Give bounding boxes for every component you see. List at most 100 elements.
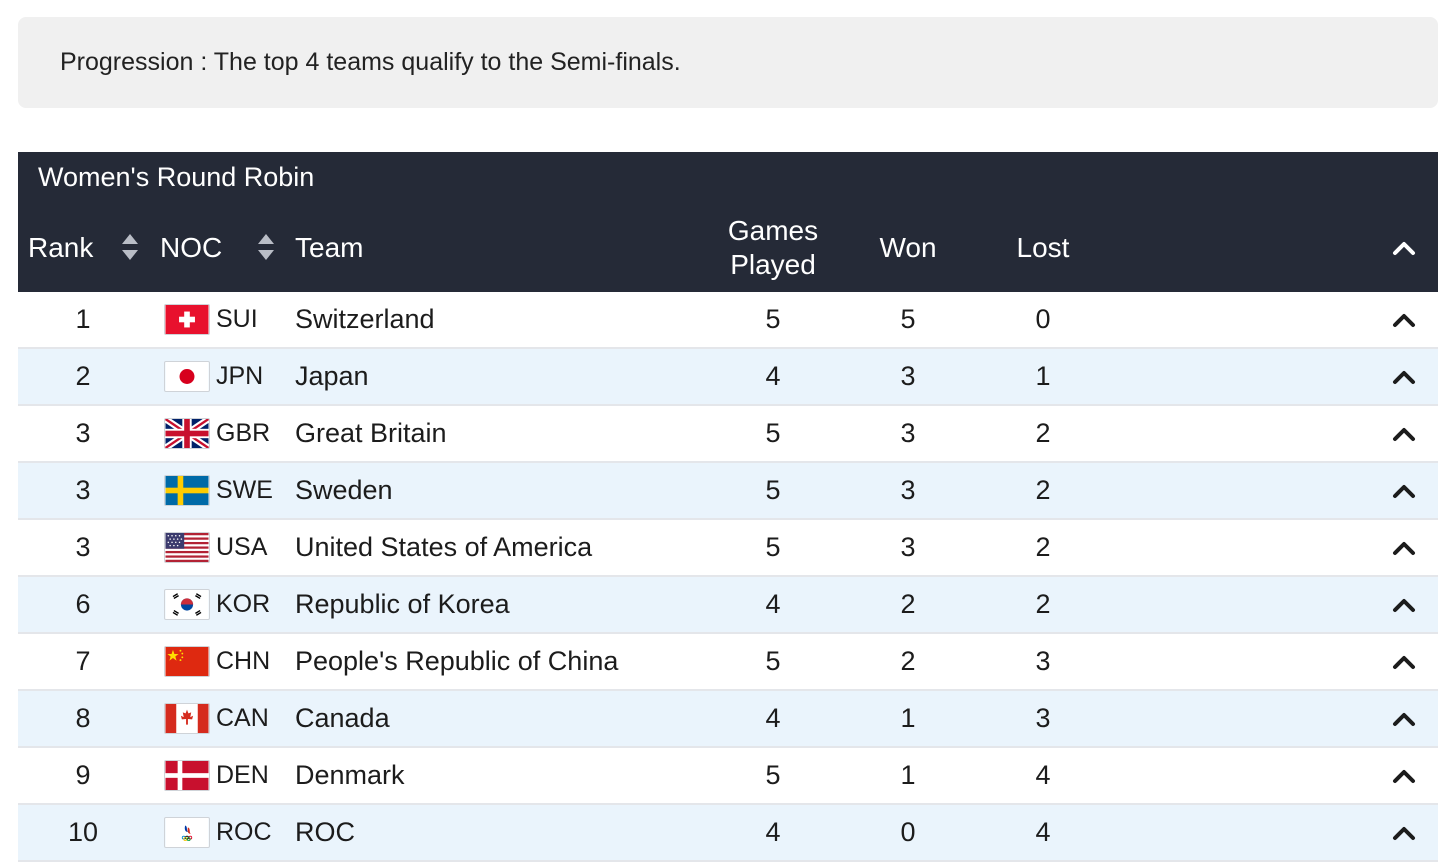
rank-header[interactable]: Rank [28,232,94,263]
games-played-cell: 5 [765,418,781,448]
won-cell: 1 [900,703,916,733]
table-row[interactable]: 9 DEN Denmark 5 1 4 [18,748,1438,805]
lost-cell: 2 [1035,475,1051,505]
rank-cell: 7 [75,646,91,676]
great-britain-flag-icon [164,418,210,449]
rank-cell: 6 [75,589,91,619]
flag-cell [164,748,210,803]
rank-cell: 3 [75,418,91,448]
team-cell: Sweden [295,475,393,505]
won-cell: 5 [900,304,916,334]
team-cell: United States of America [295,532,593,562]
noc-header[interactable]: NOC [160,232,223,263]
won-cell: 3 [900,418,916,448]
lost-cell: 3 [1035,703,1051,733]
team-cell: Switzerland [295,304,435,334]
rank-sort-icon[interactable] [120,232,140,262]
rank-cell: 3 [75,532,91,562]
rank-cell: 10 [67,817,99,847]
games-played-header: Games Played [718,212,828,284]
progression-notice: Progression : The top 4 teams qualify to… [18,17,1438,108]
team-cell: Canada [295,703,390,733]
team-cell: ROC [295,817,355,847]
lost-cell: 0 [1035,304,1051,334]
row-chevron-up-icon[interactable] [1392,520,1416,575]
won-cell: 0 [900,817,916,847]
lost-cell: 3 [1035,646,1051,676]
games-played-cell: 4 [765,703,781,733]
won-cell: 3 [900,361,916,391]
lost-cell: 1 [1035,361,1051,391]
rank-cell: 9 [75,760,91,790]
noc-cell: ROC [216,818,272,846]
flag-cell [164,520,210,575]
japan-flag-icon [164,361,210,392]
games-played-header-line2: Played [730,249,816,280]
won-cell: 2 [900,646,916,676]
row-chevron-up-icon[interactable] [1392,577,1416,632]
korea-flag-icon [164,589,210,620]
table-row[interactable]: 10 ROC ROC 4 0 4 [18,805,1438,862]
roc-flag-icon [164,817,210,848]
noc-cell: SUI [216,305,258,333]
games-played-cell: 4 [765,589,781,619]
won-cell: 3 [900,532,916,562]
flag-cell [164,406,210,461]
games-played-cell: 5 [765,304,781,334]
switzerland-flag-icon [164,304,210,335]
rank-cell: 1 [75,304,91,334]
lost-cell: 4 [1035,760,1051,790]
table-row[interactable]: 3 USA United States of America 5 3 2 [18,520,1438,577]
table-body: 1 SUI Switzerland 5 5 0 2 JPN Japan 4 3 1 3 GBR Great … [18,292,1438,862]
table-row[interactable]: 2 JPN Japan 4 3 1 [18,349,1438,406]
flag-cell [164,691,210,746]
noc-cell: CAN [216,704,269,732]
rank-cell: 3 [75,475,91,505]
row-chevron-up-icon[interactable] [1392,634,1416,689]
row-chevron-up-icon[interactable] [1392,748,1416,803]
table-row[interactable]: 6 KOR Republic of Korea 4 2 2 [18,577,1438,634]
flag-cell [164,634,210,689]
usa-flag-icon [164,532,210,563]
rank-cell: 8 [75,703,91,733]
won-cell: 2 [900,589,916,619]
table-row[interactable]: 8 CAN Canada 4 1 3 [18,691,1438,748]
table-row[interactable]: 3 GBR Great Britain 5 3 2 [18,406,1438,463]
table-row[interactable]: 7 CHN People's Republic of China 5 2 3 [18,634,1438,691]
lost-header: Lost [1016,232,1070,263]
standings-table: Women's Round Robin Rank NOC Team Games … [18,152,1438,862]
flag-cell [164,349,210,404]
flag-cell [164,577,210,632]
flag-cell [164,292,210,347]
row-chevron-up-icon[interactable] [1392,805,1416,860]
sweden-flag-icon [164,475,210,506]
games-played-cell: 4 [765,817,781,847]
flag-cell [164,463,210,518]
noc-cell: JPN [216,362,264,390]
row-chevron-up-icon[interactable] [1392,292,1416,347]
lost-cell: 2 [1035,589,1051,619]
noc-cell: CHN [216,647,271,675]
row-chevron-up-icon[interactable] [1392,463,1416,518]
team-cell: Denmark [295,760,405,790]
table-caption: Women's Round Robin [38,162,315,192]
lost-cell: 2 [1035,532,1051,562]
games-played-header-line1: Games [727,215,819,246]
row-chevron-up-icon[interactable] [1392,691,1416,746]
row-chevron-up-icon[interactable] [1392,406,1416,461]
team-cell: Japan [295,361,369,391]
table-header: Women's Round Robin Rank NOC Team Games … [18,152,1438,292]
games-played-cell: 5 [765,646,781,676]
row-chevron-up-icon[interactable] [1392,349,1416,404]
table-row[interactable]: 1 SUI Switzerland 5 5 0 [18,292,1438,349]
noc-sort-icon[interactable] [256,232,276,262]
lost-cell: 2 [1035,418,1051,448]
collapse-all-chevron-up-icon[interactable] [1392,236,1416,260]
table-row[interactable]: 3 SWE Sweden 5 3 2 [18,463,1438,520]
denmark-flag-icon [164,760,210,791]
flag-cell [164,805,210,860]
won-cell: 1 [900,760,916,790]
team-header: Team [295,232,364,263]
china-flag-icon [164,646,210,677]
noc-cell: USA [216,533,268,561]
